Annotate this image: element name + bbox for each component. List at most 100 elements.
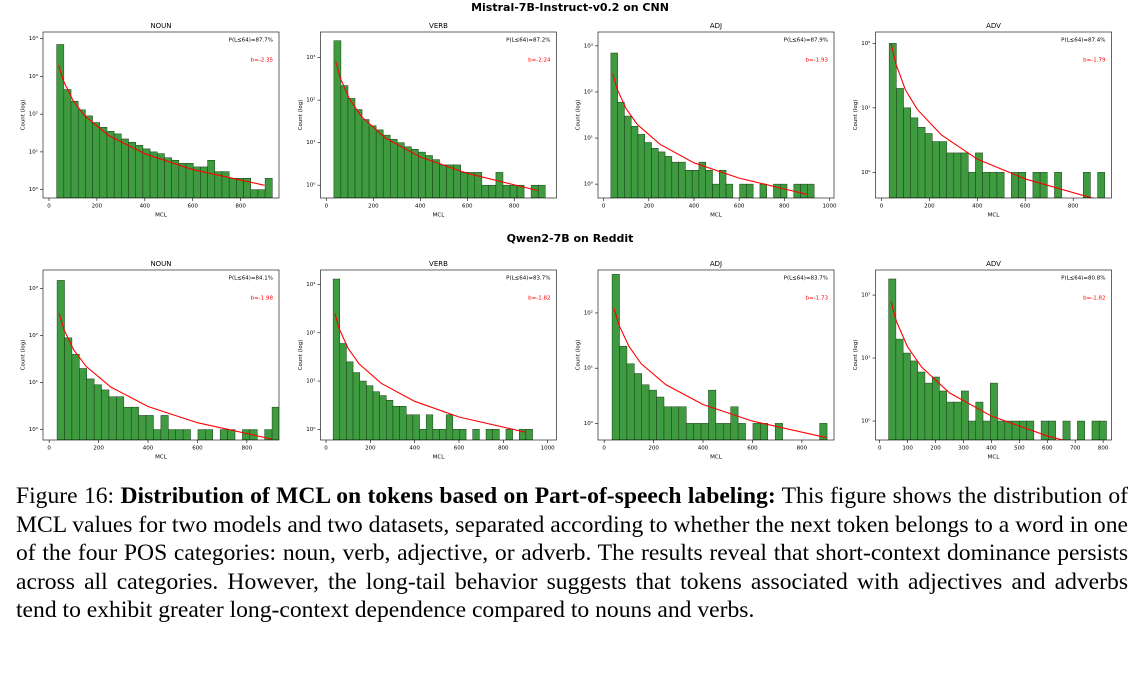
x-tick-label: 800 <box>242 446 253 452</box>
bar <box>264 178 273 198</box>
bar <box>333 40 342 198</box>
y-tick-label: 10² <box>306 329 315 336</box>
x-tick-label: 1000 <box>541 446 555 452</box>
bar <box>1019 420 1027 440</box>
y-tick-label: 10¹ <box>584 135 593 142</box>
bar <box>1040 420 1049 440</box>
bar <box>989 172 998 198</box>
bar <box>888 43 897 198</box>
bar <box>175 429 184 440</box>
y-tick-label: 10² <box>29 111 38 118</box>
axes-frame <box>42 269 280 441</box>
x-tick-label: 600 <box>734 204 745 210</box>
y-axis-label: Count (log) <box>576 100 582 131</box>
bar <box>56 280 65 440</box>
bar <box>153 429 162 440</box>
bar <box>996 172 1005 198</box>
subplot: 0 100 200 300 400 500 600 700 800 10⁰ 10¹ 10² ADV MCL… <box>853 260 1112 461</box>
bar <box>953 152 962 198</box>
subplot-title: NOUN <box>150 260 171 268</box>
bar <box>70 100 79 198</box>
x-tick-label: 700 <box>1070 446 1081 452</box>
bar <box>1062 420 1071 440</box>
x-tick-label: 400 <box>986 446 997 452</box>
annotation: b=-1.82 <box>1083 296 1105 302</box>
bar <box>611 274 620 440</box>
plot-area <box>611 274 828 440</box>
bar <box>671 406 680 440</box>
bar <box>946 152 955 198</box>
x-tick-label: 100 <box>902 446 913 452</box>
fit-curve <box>890 43 1095 198</box>
x-tick-label: 800 <box>797 446 808 452</box>
bar <box>354 109 363 198</box>
bar <box>138 415 147 440</box>
bar <box>397 142 405 198</box>
y-tick-label: 10¹ <box>306 139 315 146</box>
bar <box>630 126 639 198</box>
subplot: 0 200 400 600 800 1000 10⁰ 10¹ 10² 10³ ADJ MCL Count… <box>576 22 837 219</box>
subplot: 0 200 400 600 800 1000 10⁰ 10¹ 10² 10³ VERB MCL Coun… <box>298 260 557 461</box>
x-axis-label: MCL <box>433 213 446 219</box>
bar <box>467 172 476 198</box>
x-tick-label: 400 <box>972 204 983 210</box>
subplot-title: ADV <box>986 260 1001 268</box>
y-tick-label: 10⁰ <box>861 169 871 176</box>
y-tick-label: 10¹ <box>306 378 315 385</box>
x-tick-label: 800 <box>509 204 520 210</box>
annotation: P(L≤64)=84.1% <box>229 276 273 282</box>
y-axis-label: Count (log) <box>21 340 27 371</box>
x-tick-label: 200 <box>365 446 376 452</box>
fit-curve <box>335 61 538 192</box>
bar <box>693 423 702 440</box>
bar <box>432 159 440 198</box>
bar <box>411 149 419 198</box>
bar <box>719 170 727 198</box>
x-tick-label: 200 <box>644 204 655 210</box>
bar <box>903 107 911 198</box>
axes-frame <box>42 31 280 199</box>
x-axis-label: MCL <box>155 213 168 219</box>
subplot-title: ADJ <box>710 260 722 268</box>
annotation: b=-1.82 <box>528 296 550 302</box>
bar <box>537 184 546 198</box>
bar <box>644 142 652 198</box>
bar <box>990 382 998 440</box>
y-tick-label: 10² <box>861 40 870 47</box>
bar <box>340 85 349 198</box>
bar <box>939 390 947 440</box>
bar <box>752 423 761 440</box>
y-tick-label: 10⁰ <box>861 418 871 425</box>
annotation: P(L≤64)=87.7% <box>229 38 273 44</box>
bar <box>101 389 110 440</box>
bar <box>113 133 122 198</box>
bar <box>619 345 628 440</box>
bar <box>452 429 460 440</box>
bar <box>509 184 518 198</box>
x-tick-label: 400 <box>143 446 154 452</box>
bar <box>205 429 214 440</box>
bar <box>92 122 101 198</box>
bar <box>459 429 467 440</box>
bar <box>108 396 117 440</box>
bar <box>406 414 414 440</box>
bar <box>739 183 747 198</box>
bar <box>610 52 618 198</box>
x-tick-label: 400 <box>409 446 420 452</box>
bar <box>71 354 80 440</box>
bar <box>658 151 666 198</box>
plot-area <box>56 44 273 198</box>
bar <box>685 423 694 440</box>
bar <box>492 429 500 440</box>
plot-area <box>332 278 533 440</box>
bar <box>651 148 659 198</box>
x-axis-label: MCL <box>155 455 168 461</box>
subplot: 0 200 400 600 800 10⁰ 10¹ 10² 10³ NOUN MCL Count (l… <box>21 260 280 461</box>
group-title: Qwen2-7B on Reddit <box>507 232 634 245</box>
fit-curve <box>58 313 272 440</box>
bar <box>1098 420 1107 440</box>
x-tick-label: 0 <box>602 446 606 452</box>
x-tick-label: 0 <box>325 204 329 210</box>
annotation: P(L≤64)=83.7% <box>784 276 828 282</box>
bar <box>346 361 354 440</box>
